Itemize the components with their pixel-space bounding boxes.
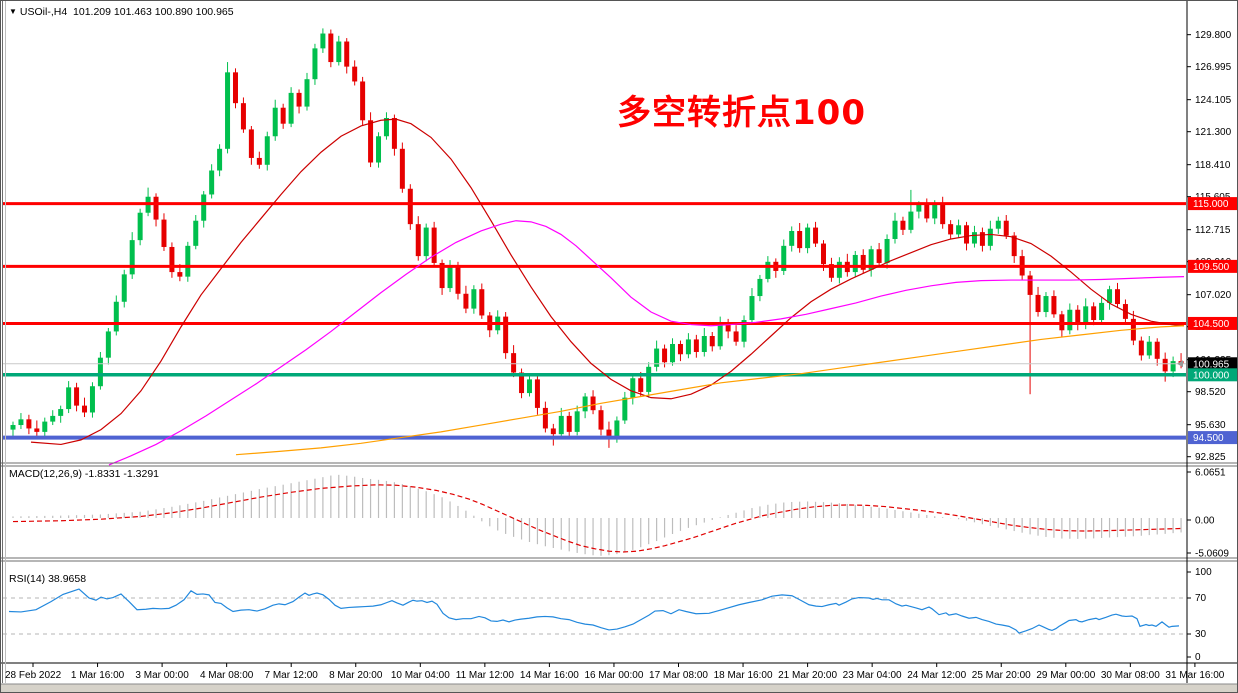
time-tick-label: 28 Feb 2022: [5, 670, 62, 681]
price-tag-109.500: [1188, 259, 1237, 273]
time-tick-label: 10 Mar 04:00: [391, 670, 450, 681]
moving-averages-layer: [30, 118, 1185, 466]
rsi-axis-label: 30: [1195, 629, 1207, 640]
time-tick-label: 30 Mar 08:00: [1101, 670, 1160, 681]
price-tag-label: 109.500: [1193, 262, 1230, 273]
time-tick-label: 4 Mar 08:00: [200, 670, 254, 681]
price-tick-label: 129.800: [1195, 30, 1232, 41]
macd-axis-label: 6.0651: [1195, 468, 1226, 479]
price-tag-104.500: [1188, 316, 1237, 330]
bottom-strip: [1, 684, 1237, 692]
rsi-indicator-label: RSI(14) 38.9658: [9, 573, 87, 585]
price-axis[interactable]: 129.800126.995124.105121.300118.410115.6…: [1187, 30, 1232, 463]
price-tag-label: 100.000: [1193, 370, 1230, 381]
price-tick-label: 98.520: [1195, 387, 1226, 398]
chart-annotation-text: 多空转折点100: [617, 93, 866, 133]
price-tag-94.500: [1188, 431, 1237, 445]
rsi-axis-label: 70: [1195, 593, 1207, 604]
ma-fast-red: [30, 118, 1185, 446]
ma-mid-magenta: [108, 220, 1185, 466]
price-tag-label: 94.500: [1193, 433, 1224, 444]
macd-axis-label: 0.00: [1195, 516, 1215, 527]
price-tag-label: 104.500: [1193, 319, 1230, 330]
time-tick-label: 31 Mar 16:00: [1165, 670, 1224, 681]
price-tag-100.965: [1188, 357, 1237, 371]
time-tick-label: 25 Mar 20:00: [972, 670, 1031, 681]
time-tick-label: 8 Mar 20:00: [329, 670, 383, 681]
price-tag-label: 100.965: [1193, 359, 1230, 370]
price-tick-label: 121.300: [1195, 127, 1232, 138]
symbol-title: ▼ USOil-,H4 101.209 101.463 100.890 100.9…: [9, 6, 234, 18]
rsi-panel[interactable]: 100 70 30 0: [3, 567, 1212, 663]
price-tick-label: 95.630: [1195, 420, 1226, 431]
time-tick-label: 18 Mar 16:00: [714, 670, 773, 681]
ma-slow-orange: [235, 325, 1185, 456]
macd-signal-line: [12, 484, 1182, 553]
time-axis[interactable]: 28 Feb 2022 1 Mar 16:00 3 Mar 00:00 4 Mar 0…: [5, 663, 1225, 681]
price-tick-label: 92.825: [1195, 452, 1226, 463]
horizontal-lines-layer[interactable]: [3, 202, 1186, 440]
macd-panel[interactable]: 6.0651 0.00 -5.0609: [12, 468, 1229, 560]
time-tick-label: 1 Mar 16:00: [71, 670, 125, 681]
price-tick-label: 107.020: [1195, 290, 1232, 301]
rsi-axis-label: 0: [1195, 652, 1201, 663]
time-tick-label: 21 Mar 20:00: [778, 670, 837, 681]
symbol-ohlc-text: USOil-,H4 101.209 101.463 100.890 100.96…: [19, 6, 234, 18]
price-tag-100.000: [1188, 368, 1237, 382]
current-price-arrow-icon: [1177, 360, 1183, 368]
time-tick-label: 3 Mar 00:00: [135, 670, 189, 681]
candlestick-layer: [10, 28, 1184, 448]
time-tick-label: 29 Mar 00:00: [1036, 670, 1095, 681]
time-tick-label: 23 Mar 04:00: [843, 670, 902, 681]
time-tick-label: 7 Mar 12:00: [265, 670, 319, 681]
macd-axis-label: -5.0609: [1195, 549, 1229, 560]
time-tick-label: 24 Mar 12:00: [907, 670, 966, 681]
time-tick-label: 14 Mar 16:00: [520, 670, 579, 681]
time-tick-label: 11 Mar 12:00: [456, 670, 515, 681]
rsi-axis-label: 100: [1195, 567, 1212, 578]
time-tick-label: 17 Mar 08:00: [649, 670, 708, 681]
dropdown-triangle-icon[interactable]: ▼: [9, 7, 17, 16]
price-tick-label: 124.105: [1195, 95, 1232, 106]
price-tick-label: 112.715: [1195, 225, 1231, 236]
macd-indicator-label: MACD(12,26,9) -1.8331 -1.3291: [9, 468, 159, 480]
price-tag-label: 115.000: [1193, 199, 1229, 210]
rsi-line: [8, 588, 1180, 634]
price-tag-115.000: [1188, 197, 1237, 211]
price-tick-label: 118.410: [1195, 160, 1231, 171]
price-tick-label: 126.995: [1195, 62, 1232, 73]
time-tick-label: 16 Mar 00:00: [584, 670, 643, 681]
